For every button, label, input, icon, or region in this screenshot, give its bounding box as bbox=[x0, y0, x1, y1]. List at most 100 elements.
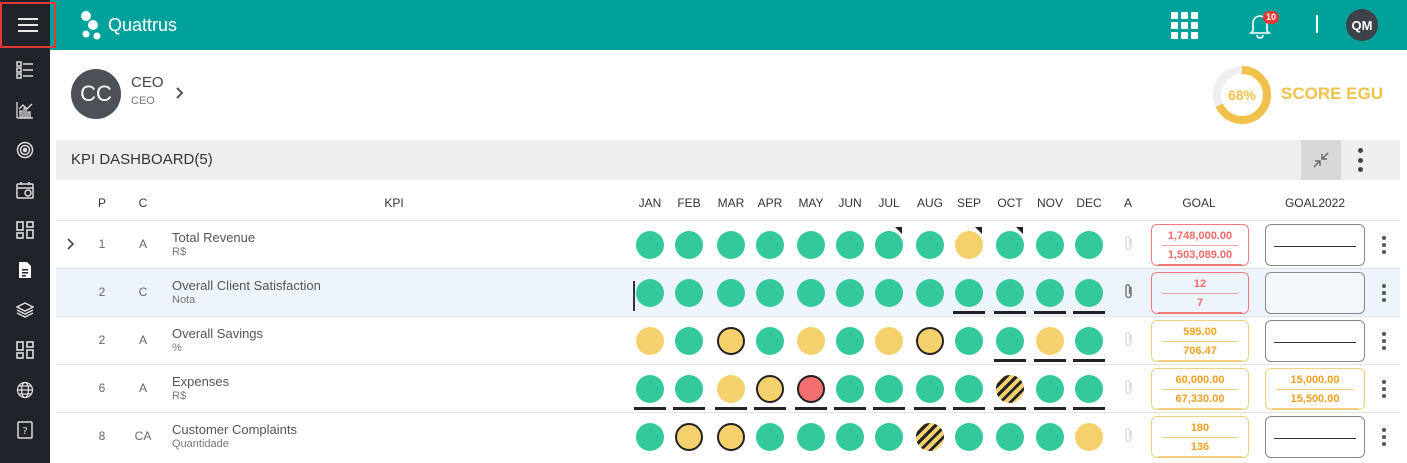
month-status-green[interactable] bbox=[916, 375, 944, 403]
month-status-green[interactable] bbox=[675, 327, 703, 355]
row-options-icon[interactable] bbox=[1381, 236, 1387, 254]
kpi-name[interactable]: Overall Client Satisfaction bbox=[172, 278, 321, 293]
column-header-aug[interactable]: AUG bbox=[916, 196, 944, 210]
month-status-green[interactable] bbox=[797, 231, 825, 259]
month-status-yellow[interactable] bbox=[717, 423, 745, 451]
list-icon[interactable] bbox=[13, 58, 37, 82]
goal2022-input[interactable] bbox=[1265, 224, 1365, 266]
month-status-green[interactable] bbox=[875, 423, 903, 451]
month-status-green[interactable] bbox=[1036, 375, 1064, 403]
row-options-icon[interactable] bbox=[1381, 284, 1387, 302]
month-status-green[interactable] bbox=[1075, 279, 1103, 307]
month-status-green[interactable] bbox=[1036, 231, 1064, 259]
document-icon[interactable] bbox=[13, 258, 37, 282]
month-status-green[interactable] bbox=[875, 279, 903, 307]
month-status-green[interactable] bbox=[996, 279, 1024, 307]
month-status-yellow[interactable] bbox=[1036, 327, 1064, 355]
row-options-icon[interactable] bbox=[1381, 428, 1387, 446]
kpi-name[interactable]: Expenses bbox=[172, 374, 230, 389]
goal-box[interactable]: 180 136 bbox=[1151, 416, 1249, 458]
column-header-nov[interactable]: NOV bbox=[1036, 196, 1064, 210]
collapse-button[interactable] bbox=[1301, 140, 1341, 180]
month-status-green[interactable] bbox=[756, 279, 784, 307]
month-status-green[interactable] bbox=[1075, 375, 1103, 403]
table-row[interactable]: 2 C Overall Client Satisfaction Nota 12 7 bbox=[56, 268, 1400, 316]
paperclip-icon[interactable] bbox=[1122, 379, 1136, 397]
month-status-green[interactable] bbox=[636, 231, 664, 259]
kpi-name[interactable]: Customer Complaints bbox=[172, 422, 297, 437]
month-status-green[interactable] bbox=[756, 423, 784, 451]
month-status-green[interactable] bbox=[836, 279, 864, 307]
column-header-may[interactable]: MAY bbox=[798, 196, 824, 210]
column-header-goal[interactable]: GOAL bbox=[1182, 196, 1216, 210]
goal-box[interactable]: 595.00 706.47 bbox=[1151, 320, 1249, 362]
month-status-green[interactable] bbox=[1075, 327, 1103, 355]
dashboard-icon[interactable] bbox=[13, 218, 37, 242]
help-icon[interactable]: ? bbox=[13, 418, 37, 442]
goal2022-input[interactable] bbox=[1265, 416, 1365, 458]
month-status-green[interactable] bbox=[916, 231, 944, 259]
month-status-green[interactable] bbox=[836, 327, 864, 355]
month-status-green[interactable] bbox=[996, 423, 1024, 451]
calendar-icon[interactable] bbox=[13, 178, 37, 202]
goal2022-input[interactable] bbox=[1265, 272, 1365, 314]
target-icon[interactable] bbox=[13, 138, 37, 162]
layers-icon[interactable] bbox=[13, 298, 37, 322]
column-header-p[interactable]: P bbox=[97, 196, 107, 210]
goal2022-box[interactable]: 15,000.00 15,500.00 bbox=[1265, 368, 1365, 410]
month-status-yellow[interactable] bbox=[797, 327, 825, 355]
month-status-green[interactable] bbox=[955, 327, 983, 355]
month-status-green[interactable] bbox=[797, 423, 825, 451]
paperclip-icon[interactable] bbox=[1122, 331, 1136, 349]
goal-box[interactable]: 60,000.00 67,330.00 bbox=[1151, 368, 1249, 410]
app-logo[interactable]: Quattrus bbox=[80, 10, 177, 40]
month-status-yellow[interactable] bbox=[916, 423, 944, 451]
table-row[interactable]: 1 A Total Revenue R$ 1,748,000.00 1,503,089.0… bbox=[56, 220, 1400, 268]
row-options-icon[interactable] bbox=[1381, 332, 1387, 350]
month-status-green[interactable] bbox=[955, 423, 983, 451]
month-status-yellow[interactable] bbox=[636, 327, 664, 355]
table-row[interactable]: 8 CA Customer Complaints Quantidade 180 136 bbox=[56, 412, 1400, 460]
column-header-a[interactable]: A bbox=[1123, 196, 1133, 210]
column-header-mar[interactable]: MAR bbox=[717, 196, 745, 210]
profile-avatar[interactable]: CC bbox=[71, 69, 121, 119]
month-status-green[interactable] bbox=[756, 231, 784, 259]
goal-box[interactable]: 12 7 bbox=[1151, 272, 1249, 314]
month-status-green[interactable] bbox=[636, 279, 664, 307]
column-header-dec[interactable]: DEC bbox=[1076, 196, 1102, 210]
kpi-name[interactable]: Overall Savings bbox=[172, 326, 264, 341]
month-status-green[interactable] bbox=[675, 375, 703, 403]
month-status-green[interactable] bbox=[675, 231, 703, 259]
month-status-green[interactable] bbox=[636, 423, 664, 451]
apps-grid-icon[interactable] bbox=[1170, 11, 1198, 39]
month-status-yellow[interactable] bbox=[675, 423, 703, 451]
month-status-green[interactable] bbox=[1036, 423, 1064, 451]
menu-button[interactable] bbox=[0, 2, 56, 48]
month-status-green[interactable] bbox=[797, 279, 825, 307]
month-status-red[interactable] bbox=[797, 375, 825, 403]
kpi-name[interactable]: Total Revenue bbox=[172, 230, 256, 245]
goal-box[interactable]: 1,748,000.00 1,503,089.00 bbox=[1151, 224, 1249, 266]
globe-icon[interactable] bbox=[13, 378, 37, 402]
paperclip-icon[interactable] bbox=[1122, 427, 1136, 445]
month-status-yellow[interactable] bbox=[1075, 423, 1103, 451]
chevron-right-icon[interactable] bbox=[66, 237, 76, 256]
user-avatar[interactable]: QM bbox=[1346, 9, 1378, 41]
column-header-jun[interactable]: JUN bbox=[838, 196, 862, 210]
paperclip-icon[interactable] bbox=[1122, 283, 1136, 301]
table-row[interactable]: 6 A Expenses R$ 60,000.00 67,330.00 15,000.00 1… bbox=[56, 364, 1400, 412]
month-status-yellow[interactable] bbox=[717, 375, 745, 403]
month-status-green[interactable] bbox=[756, 327, 784, 355]
month-status-yellow[interactable] bbox=[717, 327, 745, 355]
row-options-icon[interactable] bbox=[1381, 380, 1387, 398]
column-header-feb[interactable]: FEB bbox=[677, 196, 701, 210]
month-status-green[interactable] bbox=[717, 231, 745, 259]
month-status-green[interactable] bbox=[996, 327, 1024, 355]
month-status-green[interactable] bbox=[717, 279, 745, 307]
month-status-green[interactable] bbox=[836, 375, 864, 403]
chart-icon[interactable] bbox=[13, 98, 37, 122]
chevron-right-icon[interactable] bbox=[173, 84, 187, 107]
month-status-yellow[interactable] bbox=[756, 375, 784, 403]
month-status-green[interactable] bbox=[636, 375, 664, 403]
column-header-apr[interactable]: APR bbox=[757, 196, 783, 210]
